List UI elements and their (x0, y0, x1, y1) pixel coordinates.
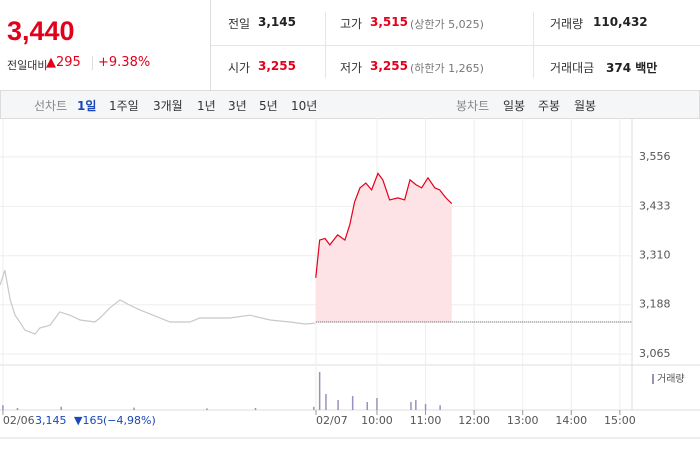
stat-value: 3,145 (258, 15, 296, 29)
divider (533, 12, 534, 78)
change-label: 전일대비 (7, 59, 48, 72)
volume-bar (351, 396, 354, 410)
prev-close: 3,145 (35, 414, 67, 427)
y-tick-label: 3,188 (639, 298, 671, 311)
line-series (0, 270, 315, 335)
prev-pct: (−4,98%) (103, 414, 156, 427)
volume-bar (254, 408, 257, 410)
change-pct: +9.38% (98, 55, 151, 70)
y-tick-label: 3,556 (639, 150, 671, 163)
y-tick-label: 3,310 (639, 249, 671, 262)
x-tick-label: 10:00 (361, 414, 393, 427)
stat-label: 고가 (340, 17, 363, 31)
divider (92, 56, 93, 70)
volume-bar (60, 406, 62, 410)
stat-value: 3,515 (370, 15, 408, 29)
legend-swatch (652, 374, 654, 384)
area-fill (315, 173, 452, 323)
x-tick-label: 02/06 (3, 414, 35, 427)
period-tab[interactable]: 3년 (228, 99, 247, 113)
x-tick-label: 12:00 (458, 414, 490, 427)
y-tick-label: 3,065 (639, 347, 671, 360)
candle-tab[interactable]: 주봉 (538, 99, 561, 113)
stat-label: 전일 (228, 17, 251, 31)
stat-note: (상한가 5,025) (410, 18, 484, 31)
tab-title: 봉차트 (456, 99, 490, 113)
volume-bar (318, 372, 321, 410)
tab-title: 선차트 (34, 99, 68, 113)
stat-value: 374 백만 (606, 61, 658, 75)
stat-value: 3,255 (258, 59, 296, 73)
volume-bar (439, 405, 441, 410)
y-tick-label: 3,433 (639, 199, 671, 212)
volume-bar (337, 400, 339, 410)
quote-header: 3,440 전일대비 ▲295 +9.38% 전일 3,145 고가 3,515 (상한… (0, 0, 700, 91)
prev-change: ▼165 (74, 414, 103, 427)
tab-bar: 선차트 1일 1주일 3개월 1년 3년 5년 10년 봉차트 일봉 주봉 월봉 (0, 90, 700, 119)
stat-label: 저가 (340, 61, 363, 75)
volume-bar (415, 400, 417, 410)
x-tick-label: 11:00 (410, 414, 442, 427)
x-tick-label: 15:00 (604, 414, 636, 427)
change: ▲295 (46, 55, 81, 70)
candle-tab[interactable]: 일봉 (503, 99, 526, 113)
line-series (315, 172, 453, 278)
volume-bar (206, 408, 208, 410)
period-tab[interactable]: 1년 (197, 99, 216, 113)
stat-value: 110,432 (593, 15, 648, 29)
volume-bar (325, 394, 327, 410)
x-tick-label: 02/07 (316, 414, 348, 427)
x-tick-label: 14:00 (555, 414, 587, 427)
volume-bar (424, 404, 427, 410)
period-tab[interactable]: 3개월 (153, 99, 183, 113)
divider (325, 12, 326, 78)
candle-tab[interactable]: 월봉 (574, 99, 597, 113)
stat-label: 시가 (228, 61, 251, 75)
x-tick-label: 13:00 (507, 414, 539, 427)
period-tab[interactable]: 10년 (291, 99, 318, 113)
volume-bar (366, 402, 368, 410)
volume-bar (376, 398, 378, 410)
volume-bar (133, 407, 135, 410)
period-tab[interactable]: 5년 (259, 99, 278, 113)
price: 3,440 (7, 16, 75, 46)
chart: 02/06 02/07 10:00 11:00 12:00 13:00 14:00 15:00… (0, 118, 700, 439)
volume-bar (410, 402, 412, 410)
stat-note: (하한가 1,265) (410, 62, 484, 75)
volume-bar (313, 406, 315, 410)
divider (211, 45, 700, 46)
legend-label: 거래량 (657, 373, 685, 385)
period-tab[interactable]: 1주일 (109, 99, 139, 113)
stat-value: 3,255 (370, 59, 408, 73)
stat-label: 거래대금 (550, 61, 595, 75)
divider (210, 0, 211, 90)
volume-bar (16, 408, 19, 410)
stat-label: 거래량 (550, 17, 584, 31)
volume-bar (2, 405, 4, 410)
period-tab[interactable]: 1일 (77, 99, 97, 113)
